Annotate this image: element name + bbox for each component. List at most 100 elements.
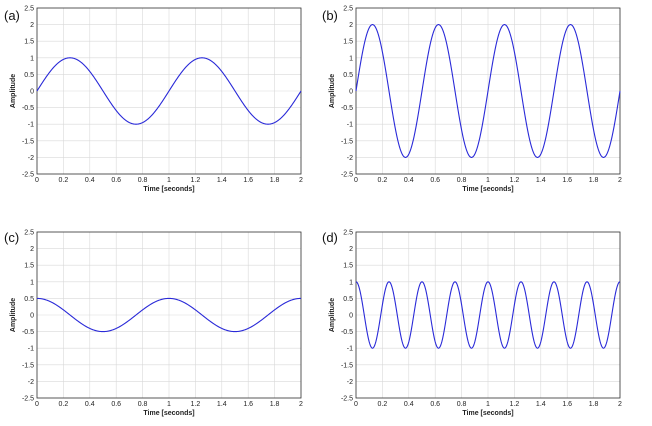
x-tick-label: 1: [167, 401, 171, 408]
y-tick-label: 2: [349, 246, 353, 253]
y-tick-label: -1.5: [22, 138, 34, 145]
series-line-0: [37, 297, 301, 333]
panel-label-a: (a): [4, 8, 20, 23]
y-tick-label: 2.5: [343, 6, 353, 13]
x-tick-label: 0.4: [85, 177, 95, 184]
y-tick-label: -1: [347, 346, 353, 353]
panel-label-d: (d): [322, 230, 338, 245]
axes-frame: [355, 231, 621, 399]
x-tick-label: 1.2: [191, 401, 201, 408]
y-tick-label: -2.5: [22, 172, 34, 179]
y-tick-label: -2.5: [341, 172, 353, 179]
x-tick-label: 0.6: [111, 177, 121, 184]
x-tick-label: 1.8: [589, 401, 599, 408]
y-tick-label: 0: [30, 89, 34, 96]
y-tick-label: 2: [30, 22, 34, 29]
y-tick-label: 1.5: [343, 263, 353, 270]
panel-label-b: (b): [322, 8, 338, 23]
y-tick-label: 2.5: [24, 6, 34, 13]
chart-3: 0 0.2 0.4 0.6 0.8 1 1.2 1.4 1.6 1.8 22.521.510.50-…: [329, 230, 622, 418]
y-axis-label: Amplitude: [329, 74, 336, 108]
x-tick-label: 0.2: [59, 401, 69, 408]
x-tick-label: 1: [167, 177, 171, 184]
y-tick-label: -1: [28, 122, 34, 129]
x-tick-label: 1.2: [191, 177, 201, 184]
x-tick-label: 2: [299, 177, 303, 184]
y-tick-label: -1: [28, 346, 34, 353]
y-tick-label: 1: [349, 279, 353, 286]
x-tick-label: 0.6: [111, 401, 121, 408]
y-tick-label: -2: [347, 155, 353, 162]
axes-frame: [36, 231, 302, 399]
x-tick-label: 0: [354, 177, 358, 184]
y-tick-label: -1.5: [22, 362, 34, 369]
chart-2: 0 0.2 0.4 0.6 0.8 1 1.2 1.4 1.6 1.8 22.521.510.50-…: [10, 230, 303, 418]
x-axis-label: Time [seconds]: [143, 410, 194, 417]
x-tick-label: 1.4: [217, 401, 227, 408]
x-tick-label: 0.4: [404, 177, 414, 184]
y-tick-label: 2: [349, 22, 353, 29]
x-tick-label: 1: [486, 401, 490, 408]
series-line-0: [355, 24, 621, 158]
x-tick-label: 0: [354, 401, 358, 408]
x-tick-label: 1.4: [536, 177, 546, 184]
x-tick-label: 2: [299, 401, 303, 408]
y-tick-label: -2: [347, 379, 353, 386]
y-tick-label: 1: [30, 55, 34, 62]
y-tick-label: 2.5: [24, 230, 34, 237]
y-tick-label: -0.5: [341, 329, 353, 336]
x-tick-label: 0.8: [457, 401, 467, 408]
x-tick-label: 1.4: [217, 177, 227, 184]
x-axis-label: Time [seconds]: [462, 410, 513, 417]
x-tick-label: 0.2: [59, 177, 69, 184]
x-tick-label: 0: [35, 177, 39, 184]
x-tick-label: 0.2: [378, 177, 388, 184]
y-tick-label: -2.5: [341, 396, 353, 403]
y-tick-label: 1.5: [24, 39, 34, 46]
y-tick-label: 0.5: [343, 72, 353, 79]
x-tick-label: 0.8: [138, 401, 148, 408]
x-tick-label: 0.6: [430, 401, 440, 408]
y-tick-label: 2: [30, 246, 34, 253]
y-tick-label: 2.5: [343, 230, 353, 237]
x-tick-label: 1.2: [510, 177, 520, 184]
x-tick-label: 1.8: [589, 177, 599, 184]
x-tick-label: 0.4: [85, 401, 95, 408]
y-tick-label: 0.5: [343, 296, 353, 303]
x-axis-label: Time [seconds]: [143, 186, 194, 193]
y-tick-label: -2: [28, 379, 34, 386]
x-tick-label: 2: [618, 401, 622, 408]
y-tick-label: 1.5: [24, 263, 34, 270]
y-axis-label: Amplitude: [329, 298, 336, 332]
x-tick-label: 1.6: [243, 177, 253, 184]
y-tick-label: 0: [349, 313, 353, 320]
x-tick-label: 0.8: [457, 177, 467, 184]
y-tick-label: 1: [30, 279, 34, 286]
x-tick-label: 1.6: [562, 177, 572, 184]
y-tick-label: 0: [349, 89, 353, 96]
y-tick-label: -2.5: [22, 396, 34, 403]
x-tick-label: 0.4: [404, 401, 414, 408]
chart-1: 0 0.2 0.4 0.6 0.8 1 1.2 1.4 1.6 1.8 22.521.510.50-…: [329, 6, 622, 194]
panel-label-c: (c): [4, 230, 20, 245]
y-tick-label: 1: [349, 55, 353, 62]
x-tick-label: 0.6: [430, 177, 440, 184]
y-tick-label: -0.5: [341, 105, 353, 112]
series-line-0: [355, 281, 621, 349]
x-tick-label: 1.8: [270, 401, 280, 408]
y-tick-label: -1: [347, 122, 353, 129]
x-tick-label: 1.4: [536, 401, 546, 408]
x-tick-label: 1.2: [510, 401, 520, 408]
y-axis-label: Amplitude: [10, 74, 17, 108]
x-tick-label: 0.8: [138, 177, 148, 184]
y-tick-label: -0.5: [22, 329, 34, 336]
chart-0: 0 0.2 0.4 0.6 0.8 1 1.2 1.4 1.6 1.8 22.521.510.50-…: [10, 6, 303, 194]
x-axis-label: Time [seconds]: [462, 186, 513, 193]
series-line-0: [36, 57, 302, 125]
x-tick-label: 2: [618, 177, 622, 184]
x-tick-label: 0.2: [378, 401, 388, 408]
y-tick-label: 0: [30, 313, 34, 320]
x-tick-label: 1.6: [562, 401, 572, 408]
x-tick-label: 1: [486, 177, 490, 184]
